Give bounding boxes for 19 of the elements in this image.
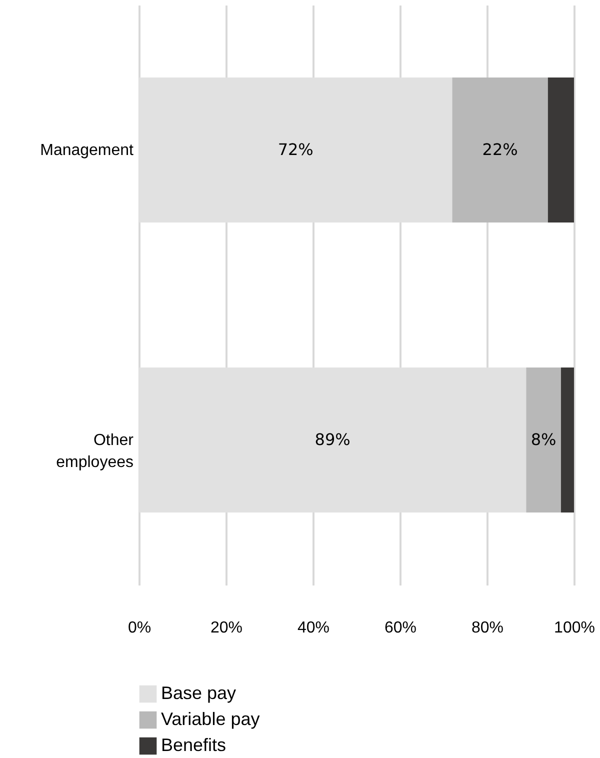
data-label: 8%	[530, 430, 556, 449]
legend-label: Benefits	[161, 735, 226, 755]
bar	[452, 78, 548, 222]
legend-label: Base pay	[161, 683, 236, 703]
data-label: 89%	[314, 430, 350, 449]
y-tick-label: Management	[40, 142, 134, 159]
x-tick-label: 80%	[471, 620, 504, 636]
data-label: 72%	[278, 140, 314, 159]
legend-label: Variable pay	[161, 709, 260, 729]
bar	[548, 78, 574, 222]
bar	[560, 368, 574, 512]
x-tick-label: 100%	[554, 620, 595, 636]
bar	[526, 368, 561, 512]
x-tick-label: 60%	[384, 620, 417, 636]
x-tick-label: 20%	[210, 620, 243, 636]
data-label: 22%	[482, 140, 518, 159]
x-tick-label: 40%	[297, 620, 330, 636]
y-tick-label: Other employees	[56, 432, 134, 471]
x-tick-label: 0%	[128, 620, 152, 636]
